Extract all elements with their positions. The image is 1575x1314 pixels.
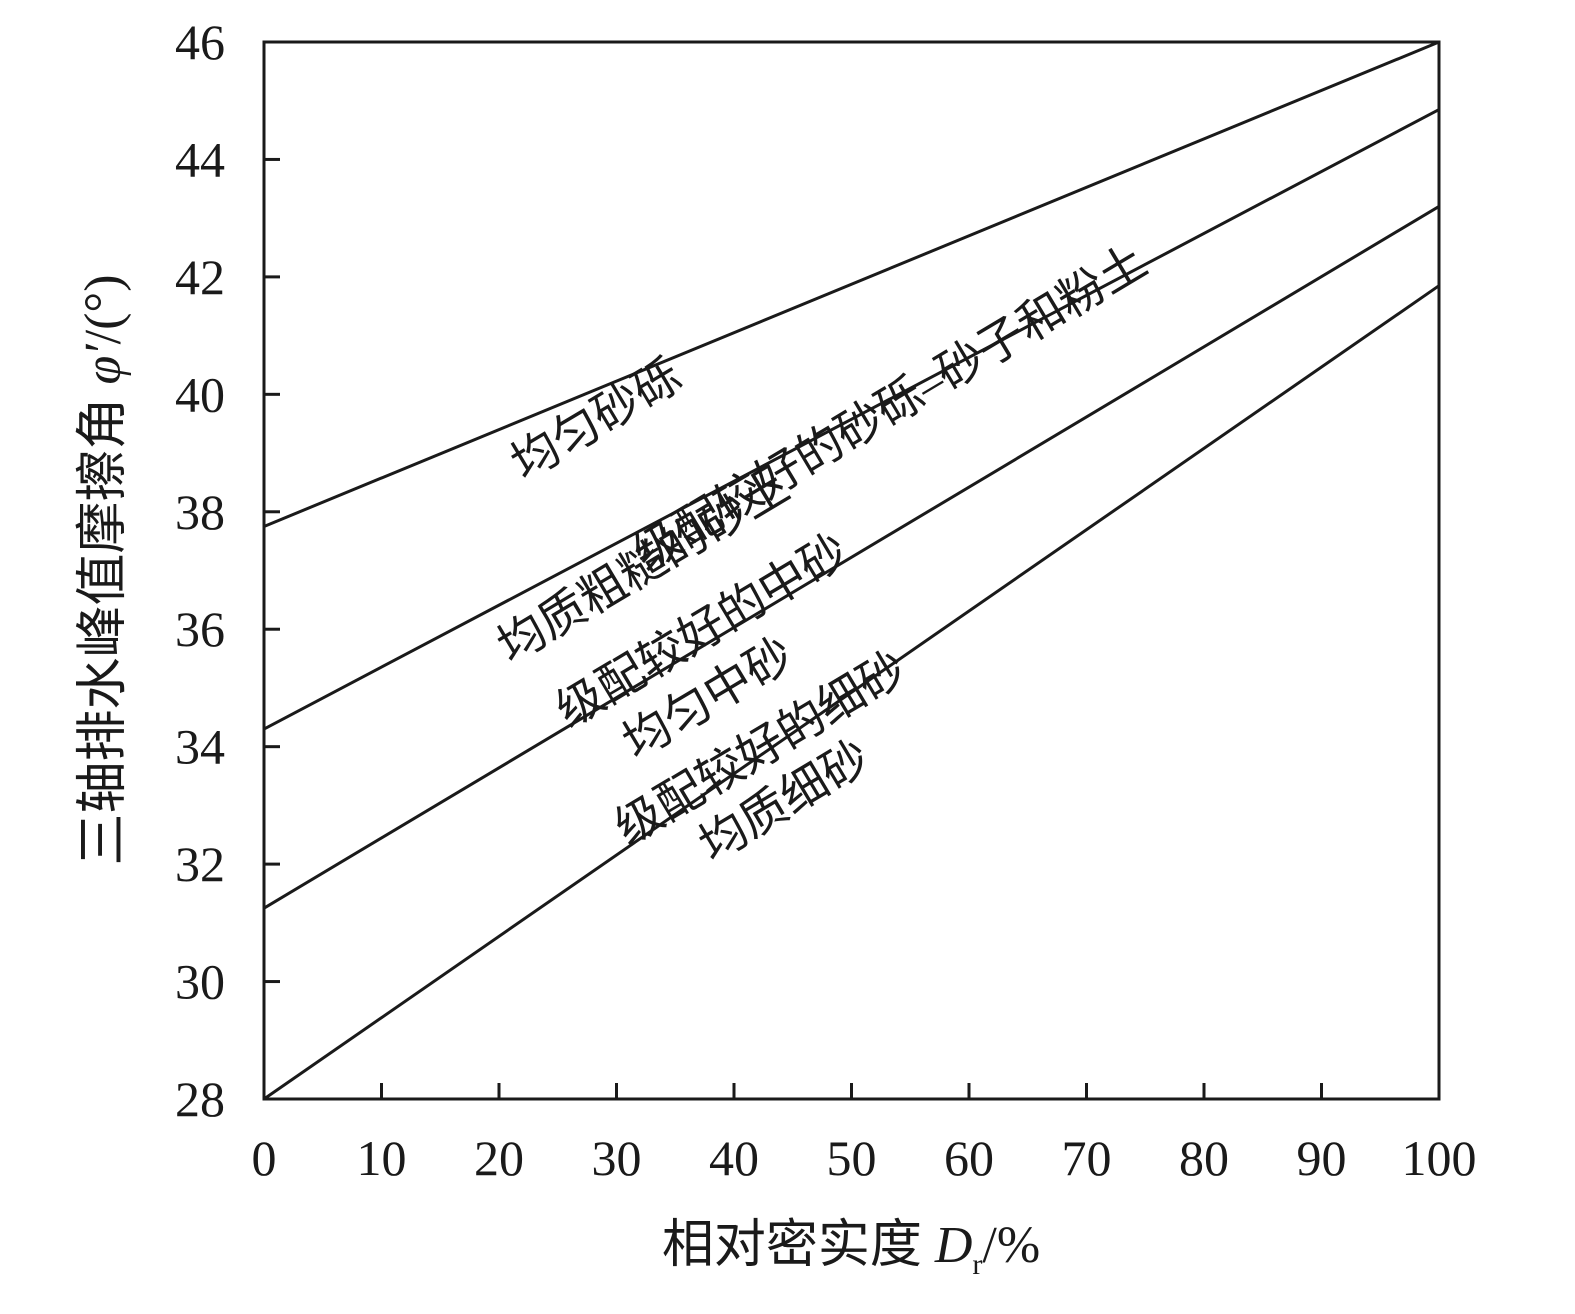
y-tick-label: 28 — [175, 1071, 225, 1127]
y-tick-label: 38 — [175, 484, 225, 540]
line-label: 均匀砂砾 — [503, 350, 691, 491]
series-line-1 — [263, 40, 1440, 528]
x-axis-title: 相对密实度 Dr/% — [662, 1217, 1040, 1281]
x-tick-label: 100 — [1402, 1130, 1477, 1186]
y-tick-label: 40 — [175, 366, 225, 422]
x-tick-label: 90 — [1297, 1130, 1347, 1186]
series-line-2 — [263, 108, 1440, 731]
x-tick-label: 70 — [1062, 1130, 1112, 1186]
y-tick-label: 46 — [175, 14, 225, 70]
y-tick-label: 42 — [175, 249, 225, 305]
y-tick-label: 32 — [175, 836, 225, 892]
y-axis-title: 三轴排水峰值摩擦角 φ′/(°) — [75, 274, 132, 865]
x-tick-label: 50 — [827, 1130, 877, 1186]
y-tick-label: 30 — [175, 954, 225, 1010]
plot-frame — [262, 40, 1441, 1101]
y-tick-label: 36 — [175, 601, 225, 657]
series-line-4 — [263, 284, 1440, 1101]
x-tick-label: 10 — [357, 1130, 407, 1186]
x-tick-label: 20 — [474, 1130, 524, 1186]
x-tick-label: 40 — [709, 1130, 759, 1186]
x-tick-label: 30 — [592, 1130, 642, 1186]
x-tick-label: 80 — [1179, 1130, 1229, 1186]
series-line-3 — [263, 205, 1440, 910]
x-tick-label: 60 — [944, 1130, 994, 1186]
y-tick-label: 44 — [175, 131, 225, 187]
y-tick-label: 34 — [175, 719, 225, 775]
x-tick-label: 0 — [252, 1130, 277, 1186]
